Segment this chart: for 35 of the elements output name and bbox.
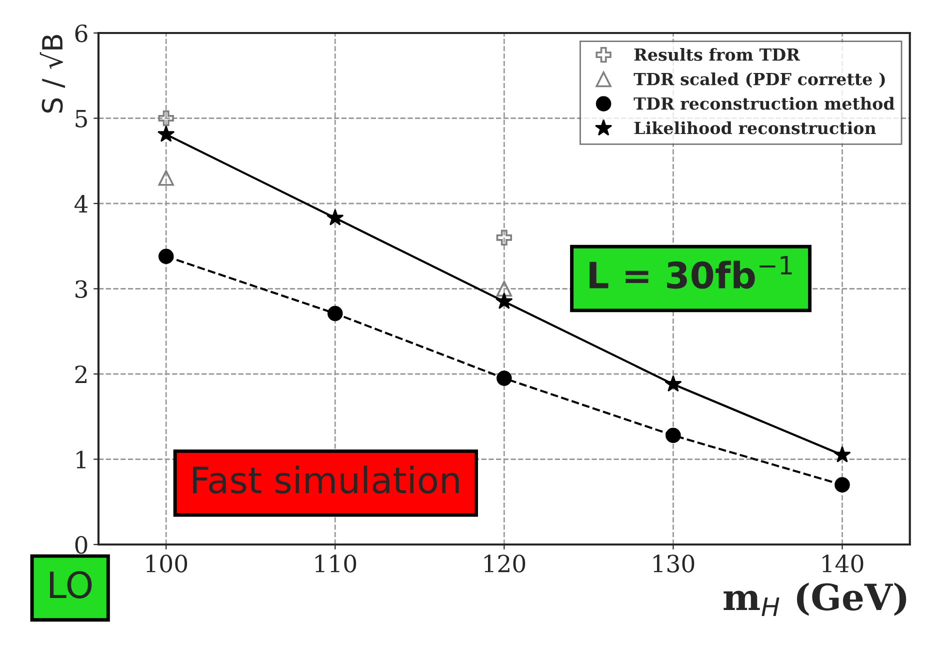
x-axis-title: m$_{H}$ (GeV) [724,582,906,616]
x-tick-label: 120 [484,554,526,572]
x-tick-label: 130 [654,554,694,572]
legend-label: TDR reconstruction method [634,96,894,110]
point [664,375,682,392]
point [496,280,512,297]
point [158,110,174,126]
y-tick-label: 5 [76,110,87,128]
y-tick-label: 0 [75,536,88,554]
point [834,446,851,462]
point [834,477,850,492]
x-tick-label: 100 [146,554,188,572]
point [666,428,681,444]
x-tick-label: 110 [315,554,356,572]
x-tick-label: 140 [822,554,864,572]
legend-label: TDR scaled (PDF corrette ) [634,72,885,88]
y-tick-label: 4 [74,194,88,212]
y-tick-label: 2 [75,365,86,383]
point [158,170,174,186]
legend-label: Results from TDR [634,48,800,61]
text: LO [50,571,92,598]
point [158,248,174,264]
point [328,306,343,322]
y-tick-label: 3 [76,280,88,298]
point [496,292,513,309]
point [157,125,175,142]
y-axis-title: S / √B [40,34,65,113]
annotation: Fast simulation [193,466,459,494]
y-tick-label: 1 [76,450,86,468]
point [496,230,512,246]
y-tick-label: 6 [75,24,88,42]
point [496,370,512,386]
annotation: L = 30fb$^{−1}$ [590,256,792,289]
point [326,208,344,226]
legend-label: Likelihood reconstruction [634,121,876,134]
